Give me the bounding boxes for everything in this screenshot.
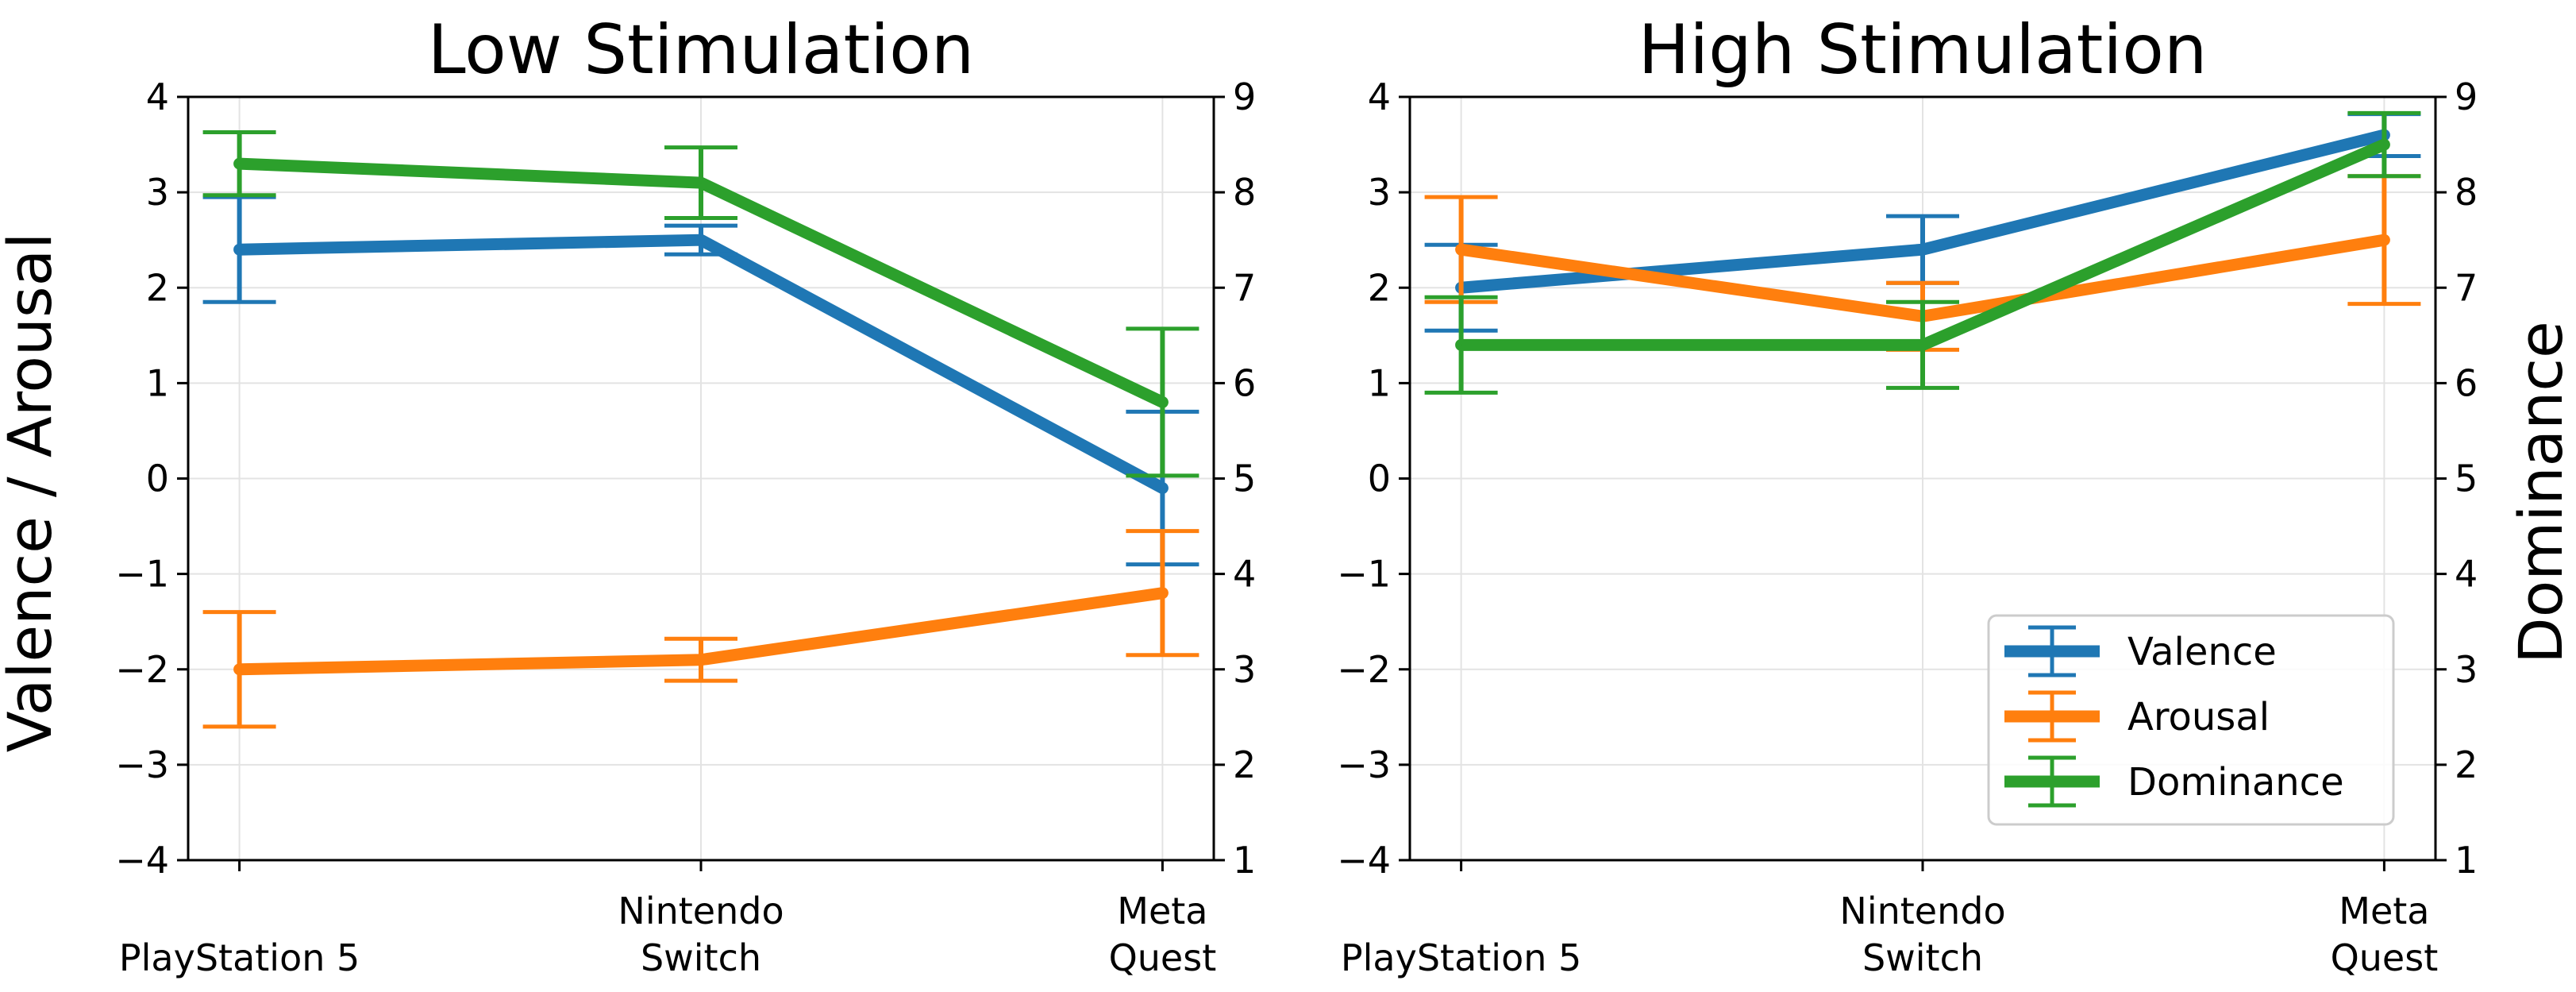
data-point-dominance: [700, 182, 702, 184]
x-tick-label-line: Nintendo: [618, 890, 784, 932]
right-y-tick-label: 1: [1233, 839, 1256, 882]
x-tick-label-line: Quest: [2331, 936, 2439, 979]
right-y-tick-label: 3: [1233, 648, 1256, 691]
legend-box: [1987, 614, 2395, 826]
left-y-tick-label: 3: [1368, 171, 1391, 214]
legend: Valence Arousal Dominance: [1987, 614, 2395, 826]
legend-label: Arousal: [2127, 695, 2270, 739]
x-tick-label-line: PlayStation 5: [1341, 936, 1581, 979]
x-tick-label: Meta Quest: [2331, 890, 2439, 979]
x-tick-label-line: Switch: [1862, 936, 1983, 979]
right-y-tick-label: 5: [2455, 457, 2478, 500]
data-point-valence: [700, 239, 702, 241]
left-y-axis-label: Valence / Arousal: [0, 233, 65, 753]
x-tick-label: Nintendo Switch: [618, 890, 784, 979]
legend-label: Valence: [2127, 630, 2277, 674]
left-y-tick-label: −2: [115, 648, 169, 691]
left-y-tick-label: −3: [1337, 743, 1391, 786]
data-point-valence: [1161, 487, 1164, 489]
right-y-tick-label: 4: [1233, 553, 1256, 596]
right-y-tick-label: 2: [2455, 743, 2478, 786]
left-y-tick-label: −4: [1337, 839, 1391, 882]
data-point-arousal: [2383, 239, 2385, 241]
x-tick-label-line: Meta: [1117, 890, 1207, 932]
x-tick-label: Meta Quest: [1109, 890, 1217, 979]
right-y-tick-label: 4: [2455, 553, 2478, 596]
left-y-tick-label: −4: [115, 839, 169, 882]
left-y-tick-label: 4: [146, 75, 169, 118]
x-tick-label-line: Meta: [2339, 890, 2429, 932]
x-tick-label: PlayStation 5: [119, 936, 360, 979]
plot-frame: [187, 95, 1215, 862]
chart-panel: −4 −3 −2 −1 0 1 2 3 4 1 2 3 4 5 6 7 8 9 PlayStation 5 Ninte…: [115, 10, 1256, 979]
left-y-tick-label: 2: [1368, 266, 1391, 309]
data-point-dominance: [1922, 344, 1923, 346]
left-y-tick-label: −1: [1337, 553, 1391, 596]
data-point-arousal: [700, 658, 702, 661]
left-y-tick-label: 0: [1368, 457, 1391, 500]
data-point-valence: [1922, 249, 1923, 251]
chart-title: High Stimulation: [1638, 10, 2208, 90]
chart-panel: −4 −3 −2 −1 0 1 2 3 4 1 2 3 4 5 6 7 8 9 PlayStation 5 Ninte…: [1337, 10, 2478, 979]
chart-title: Low Stimulation: [428, 10, 975, 90]
left-y-tick-label: −2: [1337, 648, 1391, 691]
x-tick-label-line: Nintendo: [1839, 890, 2005, 932]
data-point-dominance: [2383, 144, 2385, 146]
data-point-arousal: [1161, 592, 1164, 594]
right-y-tick-label: 6: [1233, 361, 1256, 404]
left-y-tick-label: 1: [146, 361, 169, 404]
data-point-valence: [238, 249, 241, 251]
right-y-tick-label: 7: [1233, 266, 1256, 309]
left-y-tick-label: −1: [115, 553, 169, 596]
right-y-tick-label: 7: [2455, 266, 2478, 309]
right-y-tick-label: 8: [2455, 171, 2478, 214]
right-y-axis-label: Dominance: [2505, 321, 2576, 664]
left-y-tick-label: 4: [1368, 75, 1391, 118]
data-point-dominance: [1161, 401, 1164, 403]
right-y-tick-label: 9: [2455, 75, 2478, 118]
x-tick-label: Nintendo Switch: [1839, 890, 2005, 979]
data-point-dominance: [238, 163, 241, 165]
right-y-tick-label: 5: [1233, 457, 1256, 500]
right-y-tick-label: 6: [2455, 361, 2478, 404]
left-y-tick-label: 3: [146, 171, 169, 214]
right-y-tick-label: 2: [1233, 743, 1256, 786]
left-y-tick-label: −3: [115, 743, 169, 786]
left-y-tick-label: 0: [146, 457, 169, 500]
data-point-arousal: [1460, 249, 1462, 251]
left-y-tick-label: 1: [1368, 361, 1391, 404]
data-point-arousal: [238, 668, 241, 670]
data-point-dominance: [1460, 344, 1462, 346]
left-y-tick-label: 2: [146, 266, 169, 309]
right-y-tick-label: 8: [1233, 171, 1256, 214]
x-tick-label: PlayStation 5: [1341, 936, 1581, 979]
right-y-tick-label: 1: [2455, 839, 2478, 882]
x-tick-label-line: Quest: [1109, 936, 1217, 979]
right-y-tick-label: 3: [2455, 648, 2478, 691]
legend-label: Dominance: [2127, 760, 2344, 805]
plot-frame: [1408, 95, 2437, 862]
right-y-tick-label: 9: [1233, 75, 1256, 118]
x-tick-label-line: PlayStation 5: [119, 936, 360, 979]
x-tick-label-line: Switch: [641, 936, 761, 979]
